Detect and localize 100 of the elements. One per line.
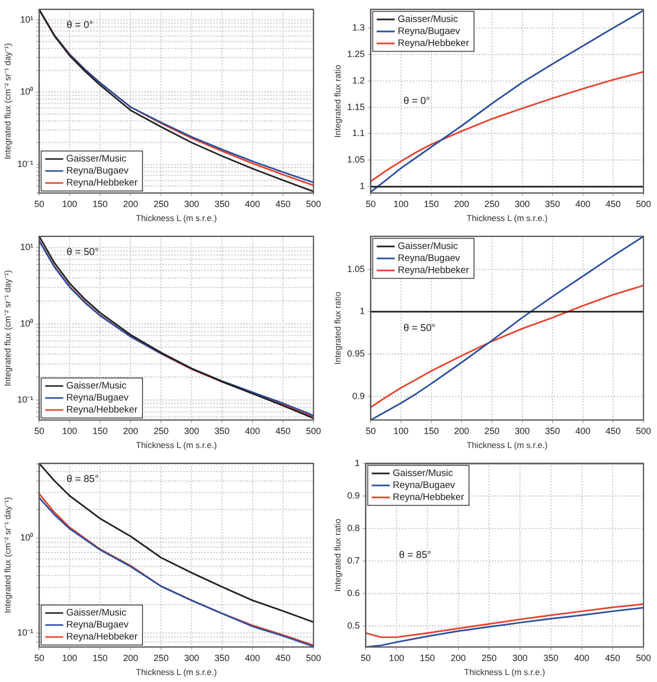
annotation: θ = 50° xyxy=(66,247,99,258)
legend-label: Reyna/Hebbeker xyxy=(398,38,470,50)
x-tick-label: 400 xyxy=(574,652,590,663)
legend-label: Gaisser/Music xyxy=(398,14,458,26)
y-tick-label: 0.95 xyxy=(347,348,365,358)
x-tick-label: 350 xyxy=(545,198,560,209)
x-tick-label: 300 xyxy=(512,652,528,663)
y-tick-label: 1.15 xyxy=(347,102,365,112)
x-tick-label: 200 xyxy=(123,198,138,209)
legend-label: Reyna/Hebbeker xyxy=(392,492,464,504)
y-axis-title: Integrated flux ratio xyxy=(332,292,342,365)
x-tick-label: 150 xyxy=(424,426,439,436)
legend-label: Gaisser/Music xyxy=(66,154,127,165)
x-tick-label: 250 xyxy=(154,426,169,436)
x-tick-label: 400 xyxy=(245,426,260,436)
legend-label: Gaisser/Music xyxy=(398,241,458,252)
y-tick-label: 1.3 xyxy=(352,22,365,32)
y-tick-label: 1 xyxy=(360,306,365,316)
y-tick-label: 1 xyxy=(354,458,360,468)
annotation: θ = 50° xyxy=(403,322,436,334)
x-tick-label: 400 xyxy=(575,426,590,436)
x-tick-label: 150 xyxy=(92,652,108,663)
x-tick-label: 300 xyxy=(184,198,200,209)
x-tick-label: 200 xyxy=(450,652,466,663)
x-tick-label: 150 xyxy=(92,198,108,209)
x-tick-label: 500 xyxy=(306,652,322,663)
x-tick-label: 400 xyxy=(245,652,260,663)
x-tick-label: 500 xyxy=(306,198,322,209)
y-tick-label: 10⁰ xyxy=(20,532,34,542)
y-tick-label: 0.5 xyxy=(347,620,360,630)
x-tick-label: 250 xyxy=(482,652,497,663)
x-tick-label: 150 xyxy=(424,198,439,209)
x-tick-label: 350 xyxy=(214,652,230,663)
y-axis-title: Integrated flux (cm⁻² sr⁻¹ day⁻¹) xyxy=(2,496,12,614)
y-tick-label: 1 xyxy=(360,181,365,192)
x-tick-label: 200 xyxy=(454,198,470,209)
x-tick-label: 450 xyxy=(276,198,291,209)
y-tick-label: 0.6 xyxy=(347,588,360,598)
x-tick-label: 150 xyxy=(92,426,108,436)
legend-label: Reyna/Hebbeker xyxy=(66,404,138,416)
x-tick-label: 300 xyxy=(184,426,200,436)
legend-label: Reyna/Hebbeker xyxy=(66,632,138,643)
y-tick-label: 10⁻¹ xyxy=(17,394,34,405)
y-axis-title: Integrated flux (cm⁻² sr⁻¹ day⁻¹) xyxy=(2,270,12,386)
x-tick-label: 200 xyxy=(123,426,138,436)
x-tick-label: 100 xyxy=(394,198,409,209)
x-tick-label: 450 xyxy=(606,426,621,436)
y-tick-label: 10¹ xyxy=(20,14,34,24)
x-tick-label: 100 xyxy=(62,652,78,663)
x-axis-title: Thickness L (m s.r.e.) xyxy=(136,213,217,224)
y-tick-label: 10⁻¹ xyxy=(17,158,34,169)
x-tick-label: 350 xyxy=(543,652,558,663)
x-tick-label: 250 xyxy=(484,198,500,209)
y-tick-label: 0.9 xyxy=(352,390,365,401)
annotation: θ = 0° xyxy=(66,20,94,32)
x-axis-title: Thickness L (m s.r.e.) xyxy=(464,667,546,678)
y-tick-label: 10⁰ xyxy=(20,318,34,328)
y-tick-label: 1.05 xyxy=(347,264,365,274)
x-tick-label: 300 xyxy=(514,426,530,436)
legend-label: Reyna/Hebbeker xyxy=(398,265,470,276)
legend-label: Gaisser/Music xyxy=(66,608,127,619)
y-tick-label: 10⁰ xyxy=(20,86,34,97)
x-tick-label: 50 xyxy=(366,426,376,436)
legend-label: Reyna/Bugaev xyxy=(398,253,460,264)
legend-label: Reyna/Bugaev xyxy=(66,392,129,404)
y-axis-title: Integrated flux ratio xyxy=(332,518,342,592)
x-tick-label: 400 xyxy=(575,198,590,209)
y-axis-title: Integrated flux (cm⁻² sr⁻¹ day⁻¹) xyxy=(2,42,12,160)
legend-label: Reyna/Hebbeker xyxy=(66,178,138,189)
y-tick-label: 10⁻¹ xyxy=(17,627,34,638)
x-tick-label: 50 xyxy=(360,652,371,663)
legend-label: Gaisser/Music xyxy=(66,380,127,392)
x-tick-label: 100 xyxy=(62,426,78,436)
x-tick-label: 100 xyxy=(389,652,404,663)
x-tick-label: 100 xyxy=(62,198,78,209)
y-tick-label: 0.7 xyxy=(347,555,360,566)
y-axis-title: Integrated flux ratio xyxy=(332,64,342,138)
legend-label: Reyna/Bugaev xyxy=(66,620,129,631)
x-tick-label: 350 xyxy=(214,198,230,209)
x-tick-label: 300 xyxy=(184,652,200,663)
x-axis-title: Thickness L (m s.r.e.) xyxy=(136,440,217,450)
x-tick-label: 250 xyxy=(154,198,169,209)
y-tick-label: 1.1 xyxy=(352,128,365,138)
x-axis-title: Thickness L (m s.r.e.) xyxy=(466,213,548,224)
x-tick-label: 200 xyxy=(123,652,138,663)
y-tick-label: 1.05 xyxy=(347,154,365,165)
x-tick-label: 500 xyxy=(306,426,322,436)
y-tick-label: 10¹ xyxy=(20,242,34,252)
x-tick-label: 500 xyxy=(636,198,652,209)
x-tick-label: 50 xyxy=(366,198,376,209)
x-tick-label: 100 xyxy=(394,426,409,436)
x-tick-label: 450 xyxy=(605,652,620,663)
x-tick-label: 250 xyxy=(484,426,500,436)
y-tick-label: 0.8 xyxy=(347,522,360,533)
y-tick-label: 0.9 xyxy=(347,490,360,500)
x-tick-label: 50 xyxy=(34,652,44,663)
legend-label: Gaisser/Music xyxy=(392,468,454,480)
x-tick-label: 250 xyxy=(154,652,169,663)
x-tick-label: 350 xyxy=(214,426,230,436)
x-tick-label: 450 xyxy=(606,198,621,209)
